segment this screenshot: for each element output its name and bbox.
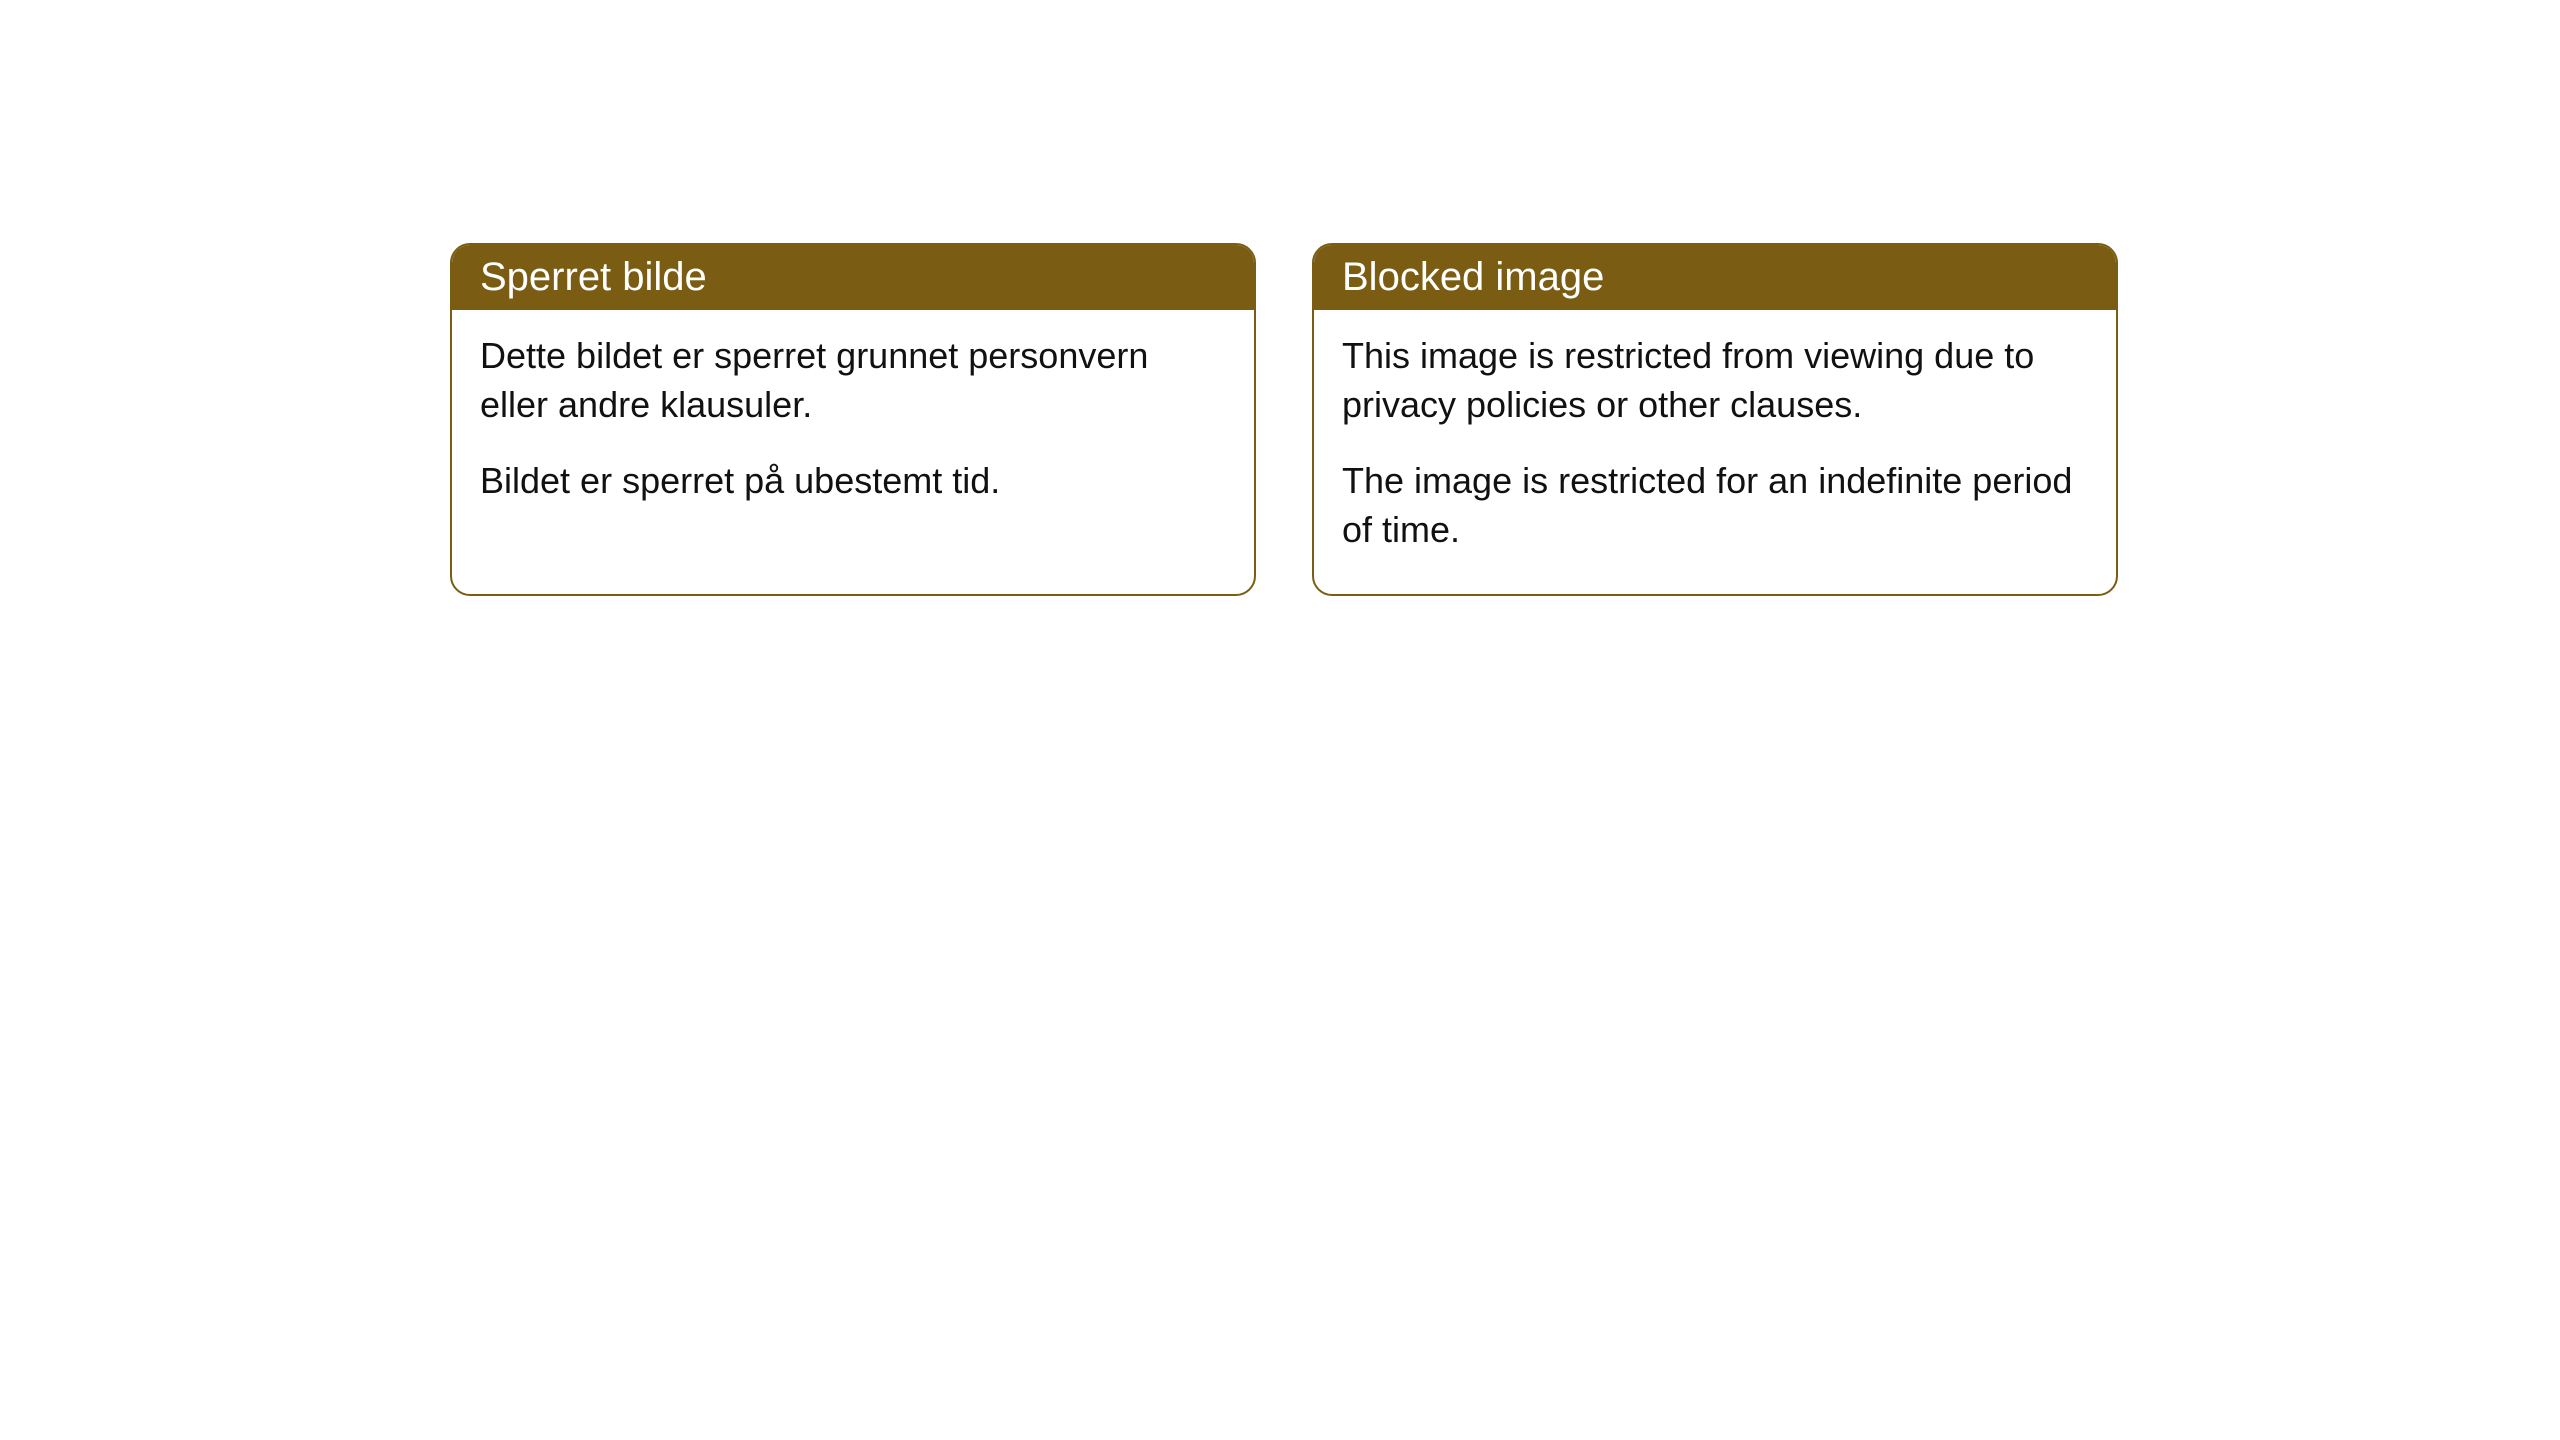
notice-card-norwegian: Sperret bilde Dette bildet er sperret gr… xyxy=(450,243,1256,596)
card-header: Blocked image xyxy=(1314,245,2116,310)
card-body: Dette bildet er sperret grunnet personve… xyxy=(452,310,1254,546)
card-paragraph: This image is restricted from viewing du… xyxy=(1342,332,2088,429)
card-paragraph: Bildet er sperret på ubestemt tid. xyxy=(480,457,1226,506)
card-header: Sperret bilde xyxy=(452,245,1254,310)
card-title: Blocked image xyxy=(1342,255,1604,299)
card-title: Sperret bilde xyxy=(480,255,707,299)
card-body: This image is restricted from viewing du… xyxy=(1314,310,2116,594)
notice-cards-container: Sperret bilde Dette bildet er sperret gr… xyxy=(450,243,2118,596)
card-paragraph: Dette bildet er sperret grunnet personve… xyxy=(480,332,1226,429)
card-paragraph: The image is restricted for an indefinit… xyxy=(1342,457,2088,554)
notice-card-english: Blocked image This image is restricted f… xyxy=(1312,243,2118,596)
